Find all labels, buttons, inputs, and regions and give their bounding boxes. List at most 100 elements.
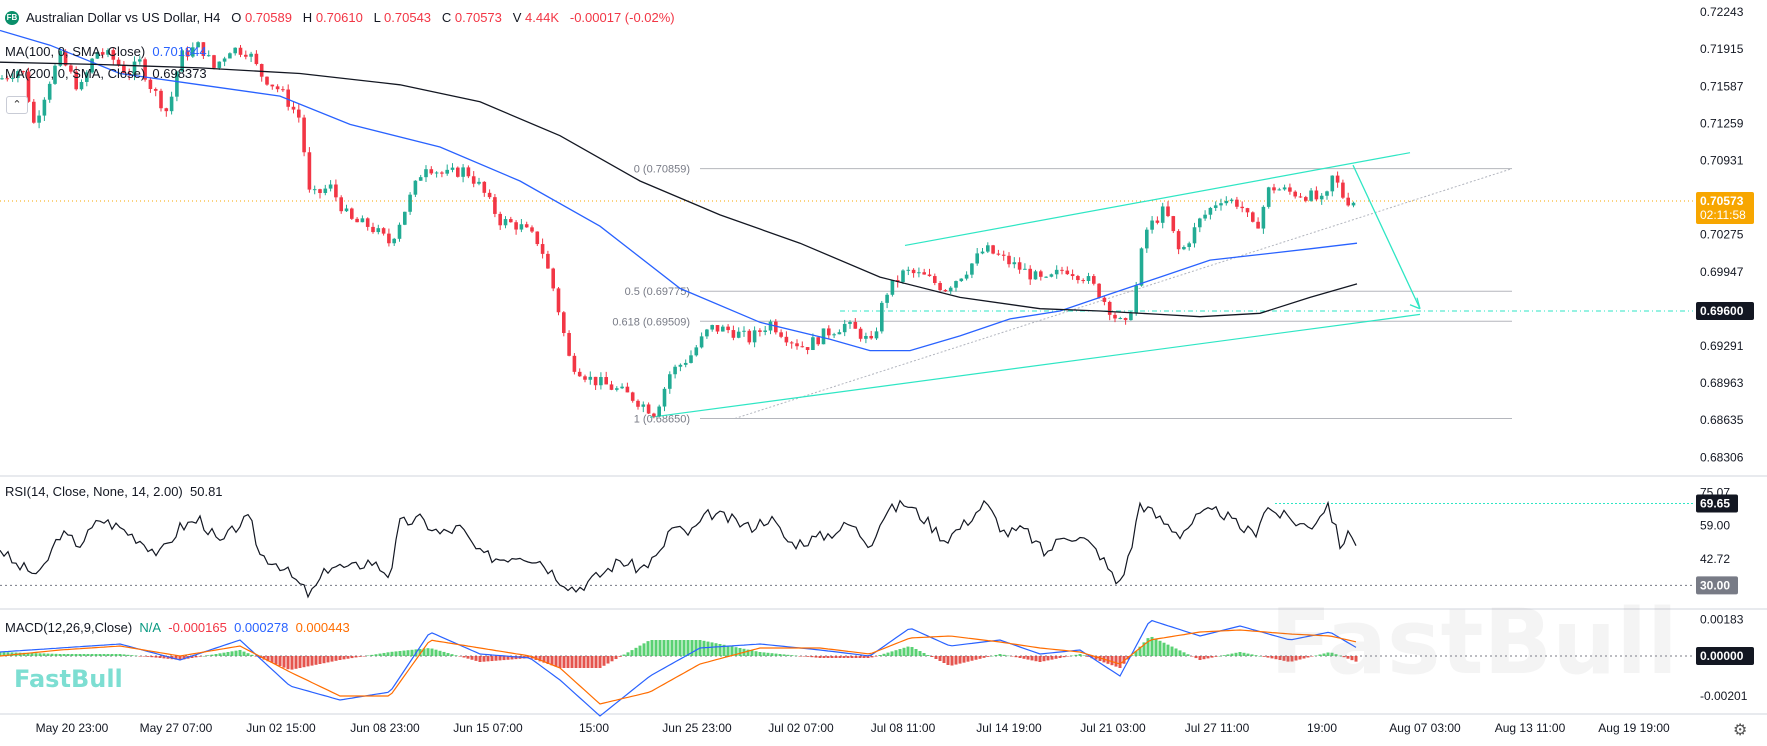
candle-body [609,384,614,390]
macd-histogram-bar [634,647,638,656]
candle-body [424,169,428,178]
candle-body [901,270,905,282]
candle-body [572,355,577,372]
macd-histogram-bar [702,640,706,656]
macd-histogram-bar [494,656,498,661]
candle-body [408,194,412,212]
macd-histogram-bar [1354,656,1358,662]
candle-body [1229,199,1234,201]
signal-line [0,629,1357,705]
macd-histogram-bar [654,640,658,656]
candle-body [784,336,789,343]
current-price-badge [1696,191,1754,224]
macd-histogram-bar [86,654,90,656]
candle-body [350,208,354,219]
macd-histogram-bar [866,656,870,658]
rsi-axis-label: 30.00 [1700,578,1730,592]
macd-histogram-bar [434,649,438,656]
macd-histogram-bar [630,650,634,656]
current-price-label: 0.70573 [1700,194,1744,208]
ma100-legend[interactable]: MA(100, 0, SMA, Close) 0.701844 [5,44,207,59]
rsi-value-label: 69.65 [1700,496,1730,510]
macd-histogram-bar [566,656,570,668]
macd-histogram-bar [894,650,898,656]
level-badge [1696,302,1754,321]
collapse-legend-button[interactable]: ⌃ [6,96,28,114]
projection-arrow-line [1352,164,1421,310]
macd-histogram-bar [234,650,238,656]
macd-histogram-bar [602,656,606,666]
candle-body [1266,187,1271,207]
macd-histogram-bar [94,654,98,656]
macd-histogram-bar [1066,656,1070,657]
macd-histogram-bar [674,640,678,656]
candle-body [1224,200,1229,204]
macd-histogram-bar [174,656,178,660]
macd-histogram-bar [54,653,58,656]
macd-histogram-bar [878,655,882,656]
candle-body [466,167,471,177]
fib-level-label: 0.5 (0.69775) [625,286,690,298]
macd-histogram-bar [550,656,554,666]
macd-histogram-bar [138,656,142,657]
macd-histogram-bar [274,656,278,665]
candle-body [842,323,847,333]
macd-histogram-bar [798,656,802,657]
macd-histogram-bar [50,653,54,656]
macd-histogram-bar [770,653,774,656]
candle-body [1134,285,1138,314]
macd-histogram-bar [190,656,194,658]
macd-histogram-bar [746,649,750,656]
macd-histogram-bar [1022,656,1026,659]
candle-body [1330,175,1335,192]
macd-histogram-bar [102,654,106,656]
candle-body [768,321,773,331]
macd-histogram-bar [6,652,10,656]
candle-body [122,65,126,73]
macd-histogram-bar [1346,656,1350,659]
candle-body [249,53,253,57]
candle-body [32,101,36,123]
macd-histogram-bar [1326,652,1330,656]
macd-histogram-bar [162,656,166,659]
candle-body [530,227,534,232]
candle-body [1208,207,1213,215]
macd-histogram-bar [442,651,446,656]
ma200-legend[interactable]: MA(200, 0, SMA, Close) 0.698373 [5,66,207,81]
macd-histogram-bar [74,654,78,656]
candle-body [975,253,979,264]
candle-body [625,386,630,393]
price-axis-label: 0.70931 [1700,153,1744,167]
macd-histogram-bar [1310,656,1314,657]
macd-histogram-bar [1334,654,1338,656]
macd-histogram-bar [382,652,386,656]
macd-histogram-bar [954,656,958,665]
macd-histogram-bar [1146,638,1150,656]
gear-icon[interactable]: ⚙ [1733,722,1748,739]
candle-body [1039,271,1043,277]
macd-histogram-bar [1234,652,1238,656]
candle-body [938,283,942,290]
candle-body [715,325,720,332]
candle-body [1251,212,1255,222]
macd-histogram-bar [142,656,146,657]
macd-histogram-bar [378,653,382,656]
candle-body [1293,191,1297,197]
macd-histogram-bar [462,656,466,658]
price-axis-label: 0.72243 [1700,5,1744,19]
macd-histogram-bar [766,652,770,656]
macd-histogram-bar [718,644,722,656]
candle-body [880,302,884,332]
candle-body [546,253,550,269]
candle-body [911,269,916,274]
candle-body [344,208,349,212]
macd-legend[interactable]: MACD(12,26,9,Close) N/A -0.000165 0.0002… [5,620,350,635]
candle-body [991,245,995,254]
macd-histogram-bar [598,656,602,668]
macd-histogram-bar [590,656,594,668]
fastbull-logo-icon: FB [5,11,19,25]
macd-histogram-bar [890,651,894,656]
level-label: 0.69600 [1700,304,1744,318]
rsi-legend[interactable]: RSI(14, Close, None, 14, 2.00) 50.81 [5,484,223,499]
